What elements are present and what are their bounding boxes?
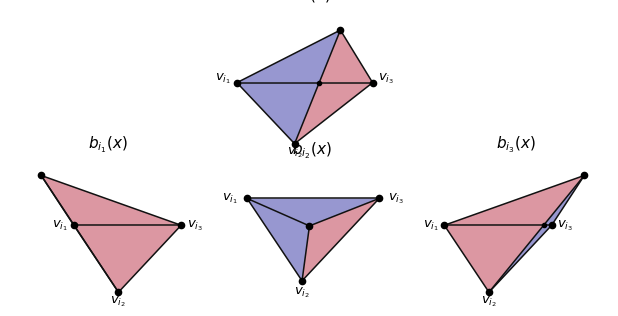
- Polygon shape: [247, 198, 379, 226]
- Title: $b_{i_2}(x)$: $b_{i_2}(x)$: [292, 141, 332, 161]
- Text: $v_{i_3}$: $v_{i_3}$: [557, 218, 574, 233]
- Text: $v_{i_1}$: $v_{i_1}$: [222, 191, 238, 206]
- Title: $b_{i_3}(x)$: $b_{i_3}(x)$: [496, 134, 536, 155]
- Polygon shape: [489, 225, 552, 292]
- Text: $v_{i_2}$: $v_{i_2}$: [294, 285, 310, 300]
- Polygon shape: [544, 175, 584, 225]
- Title: $\hat{f}^{(1)}(x)$: $\hat{f}^{(1)}(x)$: [287, 0, 331, 5]
- Text: $v_{i_3}$: $v_{i_3}$: [388, 191, 404, 206]
- Polygon shape: [319, 30, 373, 83]
- Polygon shape: [74, 225, 181, 292]
- Polygon shape: [41, 175, 74, 225]
- Polygon shape: [41, 175, 74, 225]
- Text: $v_{i_2}$: $v_{i_2}$: [111, 295, 127, 309]
- Text: $v_{i_1}$: $v_{i_1}$: [423, 218, 439, 233]
- Polygon shape: [444, 175, 584, 225]
- Polygon shape: [74, 225, 119, 292]
- Polygon shape: [237, 83, 319, 144]
- Text: $v_{i_2}$: $v_{i_2}$: [481, 295, 497, 309]
- Title: $b_{i_1}(x)$: $b_{i_1}(x)$: [88, 134, 128, 155]
- Polygon shape: [295, 83, 373, 144]
- Text: $v_{i_3}$: $v_{i_3}$: [378, 71, 394, 86]
- Polygon shape: [302, 198, 379, 281]
- Text: $v_{i_1}$: $v_{i_1}$: [52, 218, 68, 233]
- Polygon shape: [237, 30, 341, 83]
- Polygon shape: [74, 225, 119, 292]
- Polygon shape: [444, 225, 544, 292]
- Polygon shape: [247, 198, 310, 281]
- Polygon shape: [41, 175, 181, 225]
- Text: $v_{i_2}$: $v_{i_2}$: [287, 146, 303, 160]
- Text: $v_{i_1}$: $v_{i_1}$: [215, 71, 231, 86]
- Text: $v_{i_3}$: $v_{i_3}$: [187, 218, 203, 233]
